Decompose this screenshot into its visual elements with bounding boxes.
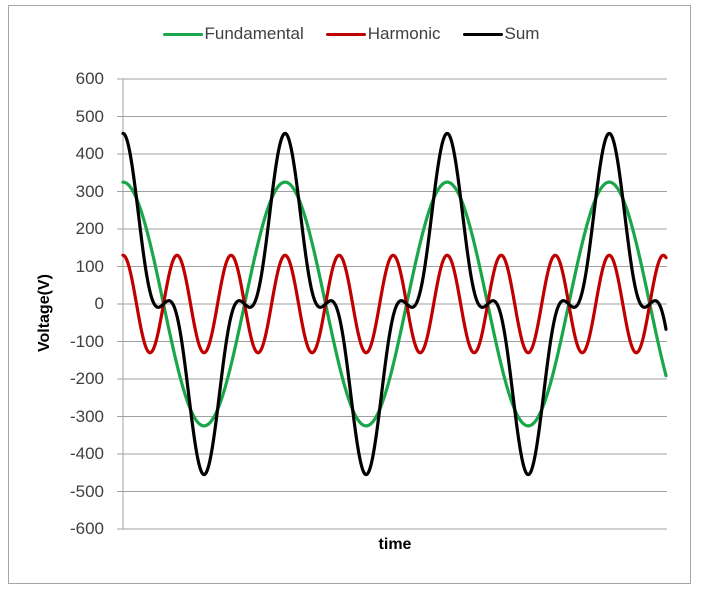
- y-tick-label: 600: [75, 69, 104, 88]
- y-tick-label: -100: [69, 331, 104, 351]
- legend-label: Harmonic: [367, 24, 441, 43]
- legend-item-harmonic: Harmonic: [325, 24, 441, 44]
- y-tick-label: 300: [75, 181, 104, 201]
- legend-swatch-fundamental: [162, 32, 203, 36]
- y-tick-label: -200: [69, 369, 104, 388]
- y-tick-label: 0: [94, 294, 104, 313]
- legend-item-fundamental: Fundamental: [162, 24, 304, 44]
- legend-label: Fundamental: [204, 24, 304, 43]
- y-tick-label: 400: [75, 144, 104, 163]
- y-tick-label: 200: [75, 219, 104, 238]
- legend-label: Sum: [504, 24, 540, 43]
- y-tick-label: -300: [69, 406, 104, 426]
- legend: Fundamental Harmonic Sum: [0, 24, 702, 44]
- x-axis-label: time: [378, 536, 412, 553]
- y-tick-label: 100: [75, 256, 104, 276]
- series-line-fundamental: [121, 180, 668, 428]
- y-tick-label: -400: [69, 444, 104, 463]
- legend-swatch-sum: [462, 32, 503, 36]
- series-line-sum: [121, 131, 668, 477]
- legend-item-sum: Sum: [462, 24, 540, 44]
- series-line-harmonic: [121, 253, 668, 355]
- legend-swatch-harmonic: [325, 32, 366, 36]
- y-tick-label: -500: [69, 481, 104, 501]
- y-tick-label: -600: [69, 519, 104, 538]
- y-tick-label: 500: [75, 106, 104, 126]
